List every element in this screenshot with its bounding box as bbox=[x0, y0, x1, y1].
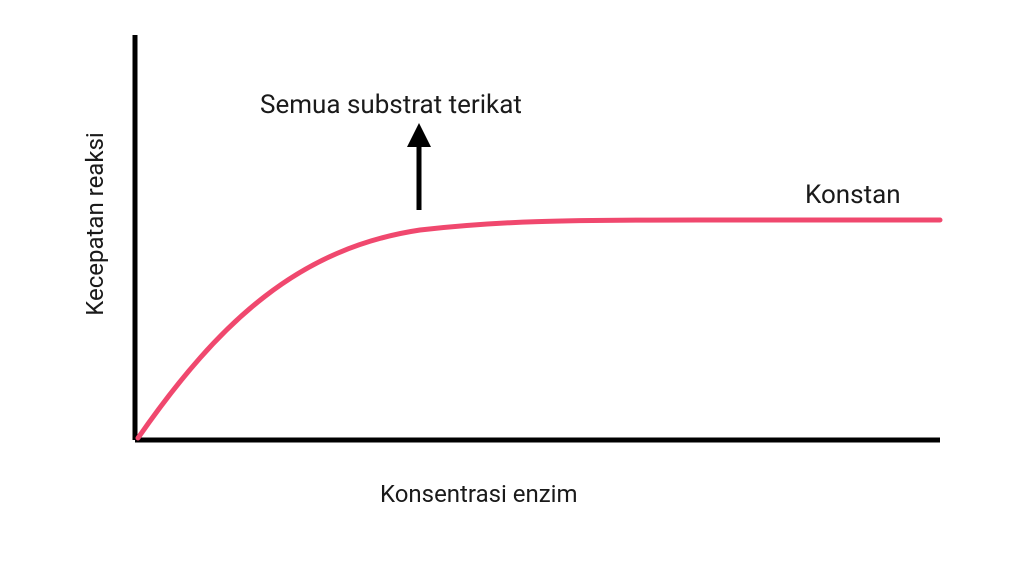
annotation-constant: Konstan bbox=[805, 180, 901, 210]
enzyme-kinetics-chart: Kecepatan reaksi Konsentrasi enzim Semua… bbox=[0, 0, 1024, 576]
reaction-curve bbox=[138, 220, 940, 438]
arrow-head-icon bbox=[407, 123, 431, 147]
y-axis-label: Kecepatan reaksi bbox=[81, 114, 109, 334]
x-axis-label: Konsentrasi enzim bbox=[380, 480, 578, 508]
annotation-all-bound: Semua substrat terikat bbox=[260, 90, 522, 120]
